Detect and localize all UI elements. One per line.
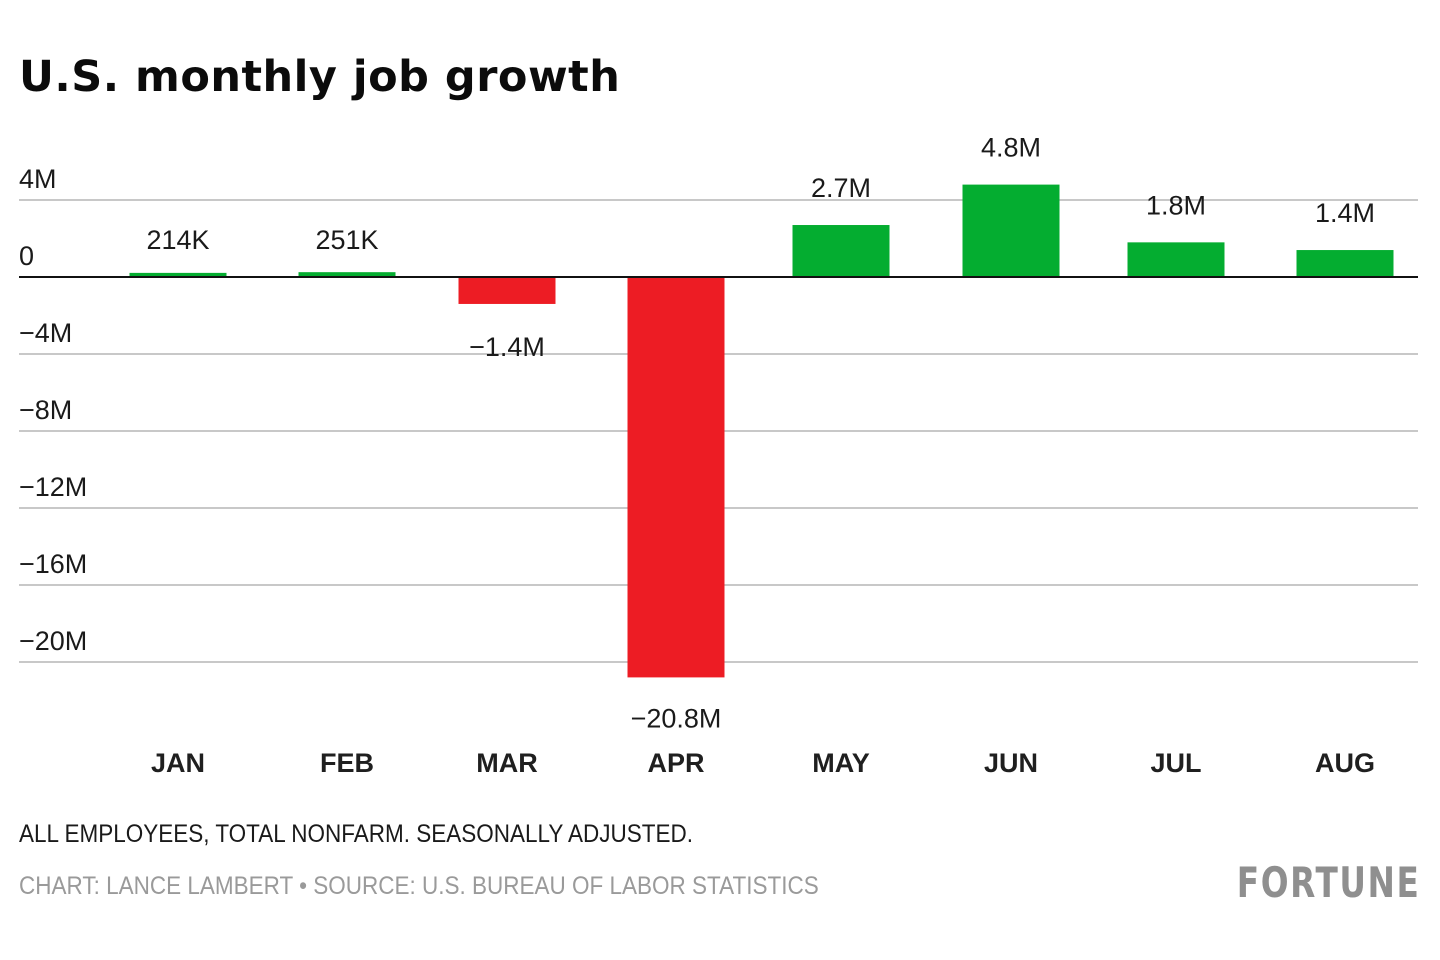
y-tick-label: 0: [19, 241, 34, 271]
bar-jun: [962, 184, 1060, 277]
bar-jul: [1127, 242, 1225, 277]
x-tick-label: MAY: [812, 748, 870, 778]
data-label: 1.8M: [1146, 190, 1206, 220]
bars: [129, 184, 1394, 678]
bar-aug: [1296, 250, 1394, 277]
x-tick-label: MAR: [476, 748, 538, 778]
y-tick-label: 4M: [19, 164, 57, 194]
y-tick-label: −8M: [19, 395, 72, 425]
x-tick-label: FEB: [320, 748, 374, 778]
x-tick-label: JUL: [1150, 748, 1201, 778]
x-tick-label: JAN: [151, 748, 205, 778]
data-labels: 214K 251K −1.4M −20.8M 2.7M 4.8M 1.8M 1.4M: [146, 133, 1375, 734]
chart-credit: CHART: LANCE LAMBERT • SOURCE: U.S. BURE…: [19, 872, 819, 900]
y-tick-label: −4M: [19, 318, 72, 348]
data-label: 4.8M: [981, 133, 1041, 163]
data-label: −1.4M: [469, 332, 545, 362]
x-tick-label: APR: [647, 748, 704, 778]
bar-jan: [129, 272, 227, 277]
bar-chart: 4M 0 −4M −8M −12M −16M −20M 214K 251K −1.4M −20.8…: [19, 133, 1418, 778]
chart-note: ALL EMPLOYEES, TOTAL NONFARM. SEASONALLY…: [19, 820, 693, 848]
chart-title: U.S. monthly job growth: [19, 52, 621, 102]
x-tick-label: AUG: [1315, 748, 1375, 778]
bar-feb: [298, 272, 396, 277]
x-tick-label: JUN: [984, 748, 1038, 778]
y-axis-ticks: 4M 0 −4M −8M −12M −16M −20M: [19, 164, 87, 656]
bar-apr: [627, 277, 725, 678]
data-label: 251K: [315, 225, 378, 255]
y-tick-label: −12M: [19, 472, 87, 502]
y-tick-label: −20M: [19, 626, 87, 656]
data-label: 2.7M: [811, 173, 871, 203]
y-tick-label: −16M: [19, 549, 87, 579]
x-axis-labels: JAN FEB MAR APR MAY JUN JUL AUG: [151, 748, 1375, 778]
data-label: −20.8M: [631, 703, 722, 733]
bar-may: [792, 225, 890, 277]
bar-mar: [458, 277, 556, 304]
fortune-logo: FORTUNE: [1236, 858, 1420, 907]
data-label: 214K: [146, 225, 209, 255]
data-label: 1.4M: [1315, 198, 1375, 228]
